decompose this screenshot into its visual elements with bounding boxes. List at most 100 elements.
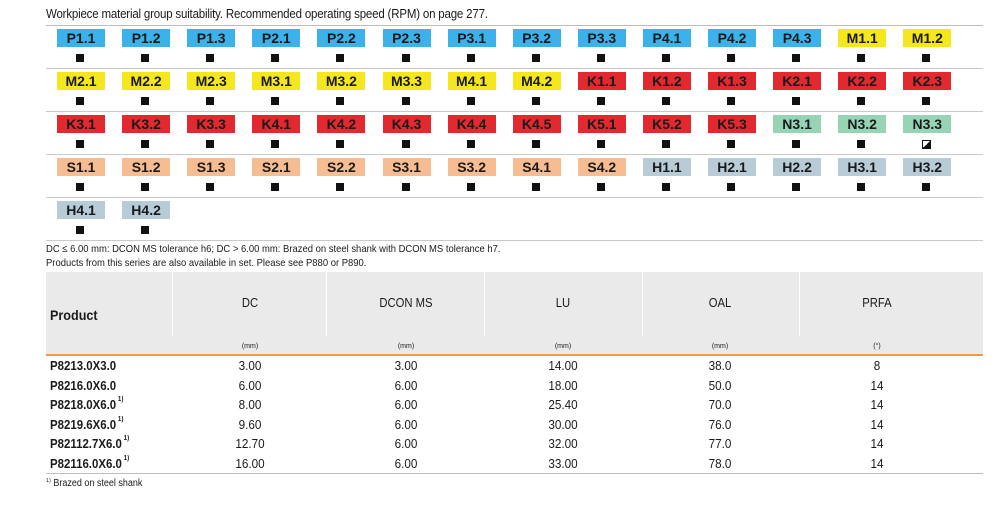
full-suitability-icon xyxy=(596,183,605,191)
full-suitability-icon xyxy=(792,97,801,105)
material-cell: H2.1 xyxy=(697,155,757,196)
value-cell: 6.00 xyxy=(394,377,418,393)
material-row: M2.1 M2.2 M2.3 M3.1 M3.2 M3.3 M4.1 M4.2 K1.1 K1.2… xyxy=(46,69,983,112)
value-cell: 14 xyxy=(870,397,884,412)
material-cell: M2.2 xyxy=(111,69,171,110)
column-separator xyxy=(172,272,173,336)
material-cell: H2.2 xyxy=(762,155,822,196)
full-suitability-icon xyxy=(76,183,84,191)
value-cell: 30.00 xyxy=(548,416,578,432)
full-suitability-icon xyxy=(922,54,931,62)
value-cell: 12.70 xyxy=(235,436,265,451)
value-cell: 6.00 xyxy=(394,416,418,432)
full-suitability-icon xyxy=(141,226,150,234)
column-header: PRFA (°) xyxy=(817,272,937,354)
material-group-badge: P3.2 xyxy=(512,29,561,47)
value-cell: 14 xyxy=(870,416,884,432)
footnote-mark: 1) xyxy=(46,478,51,484)
full-suitability-icon xyxy=(661,54,670,62)
material-cell: K1.2 xyxy=(632,69,692,110)
column-separator xyxy=(799,272,800,336)
material-group-badge: P1.1 xyxy=(57,29,105,47)
full-suitability-icon xyxy=(206,54,215,62)
material-cell: P3.1 xyxy=(437,26,497,67)
full-suitability-icon xyxy=(76,54,84,62)
material-group-badge: H3.2 xyxy=(903,158,952,176)
material-row: P1.1 P1.2 P1.3 P2.1 P2.2 P2.3 P3.1 P3.2 P3.3 P4.1… xyxy=(46,26,983,69)
full-suitability-icon xyxy=(792,183,801,191)
material-group-badge: K3.3 xyxy=(187,115,236,133)
product-code-cell: P8213.0X3.0 xyxy=(50,358,116,373)
column-separator xyxy=(642,272,643,336)
full-suitability-icon xyxy=(792,54,801,62)
material-group-badge: K3.1 xyxy=(57,115,105,133)
table-row: P82112.7X6.0 1) 12.70 6.00 32.00 77.0 14 xyxy=(46,434,983,454)
full-suitability-icon xyxy=(401,97,410,105)
material-row: K3.1 K3.2 K3.3 K4.1 K4.2 K4.3 K4.4 K4.5 K5.1 K5.2… xyxy=(46,112,983,155)
material-group-badge: H2.2 xyxy=(773,158,822,176)
value-cell: 3.00 xyxy=(394,358,418,373)
material-group-badge: P2.1 xyxy=(252,29,301,47)
full-suitability-icon xyxy=(727,140,735,148)
full-suitability-icon xyxy=(857,183,866,191)
material-group-badge: P3.1 xyxy=(447,29,496,47)
product-code-cell: P8216.0X6.0 xyxy=(50,378,116,393)
full-suitability-icon xyxy=(466,97,475,105)
material-cell: P2.1 xyxy=(241,26,301,67)
material-group-badge: K2.2 xyxy=(838,72,887,90)
note-sets: Products from this series are also avail… xyxy=(46,257,367,269)
column-header-unit: (mm) xyxy=(711,343,729,350)
product-code: P8216.0X6.0 xyxy=(50,377,117,393)
material-group-badge: S1.3 xyxy=(187,158,236,176)
value-cell: 32.00 xyxy=(548,436,578,451)
full-suitability-icon xyxy=(336,54,345,62)
table-body: P8213.0X3.0 3.00 3.00 14.00 38.0 8 P8216.0X6.0… xyxy=(46,356,983,474)
material-cell: S3.2 xyxy=(437,155,497,196)
full-suitability-icon xyxy=(922,183,931,191)
column-header-unit: (mm) xyxy=(554,343,572,350)
material-group-badge: P1.3 xyxy=(187,29,236,47)
material-cell: N3.3 xyxy=(892,112,952,153)
full-suitability-icon xyxy=(922,97,931,105)
full-suitability-icon xyxy=(76,226,84,234)
material-group-badge: P3.3 xyxy=(577,29,626,47)
value-cell: 14.00 xyxy=(548,358,578,373)
material-group-badge: M1.1 xyxy=(838,29,887,47)
material-group-badge: K4.2 xyxy=(317,115,366,133)
material-cell: P3.3 xyxy=(567,26,627,67)
value-cell: 14 xyxy=(870,436,884,451)
material-cell: H3.1 xyxy=(827,155,887,196)
material-cell: K2.2 xyxy=(827,69,887,110)
material-group-badge: K4.1 xyxy=(252,115,301,133)
full-suitability-icon xyxy=(76,140,84,148)
full-suitability-icon xyxy=(727,97,735,105)
material-cell: H4.1 xyxy=(46,198,106,239)
material-cell: P1.1 xyxy=(46,26,106,67)
material-group-badge: K4.4 xyxy=(447,115,496,133)
full-suitability-icon xyxy=(401,54,410,62)
column-header: OAL (mm) xyxy=(660,272,780,354)
material-cell: M3.1 xyxy=(241,69,301,110)
material-group-badge: K4.5 xyxy=(512,115,561,133)
column-header: DC (mm) xyxy=(190,272,310,354)
value-cell: 3.00 xyxy=(238,358,262,373)
material-cell: K4.4 xyxy=(437,112,497,153)
value-cell: 8 xyxy=(873,358,881,373)
material-cell: K4.3 xyxy=(372,112,432,153)
material-cell: P4.2 xyxy=(697,26,757,67)
material-cell: K4.5 xyxy=(502,112,562,153)
full-suitability-icon xyxy=(466,54,475,62)
full-suitability-icon xyxy=(531,183,540,191)
product-code: P8213.0X3.0 xyxy=(50,358,117,373)
product-code: P8219.6X6.0 xyxy=(50,416,117,432)
product-column-header: Product xyxy=(50,307,98,323)
material-cell: K5.3 xyxy=(697,112,757,153)
column-separator xyxy=(326,272,327,336)
table-row: P8219.6X6.0 1) 9.60 6.00 30.00 76.0 14 xyxy=(46,415,983,435)
material-group-badge: K5.3 xyxy=(708,115,756,133)
material-row: H4.1 H4.2 xyxy=(46,198,983,241)
full-suitability-icon xyxy=(271,97,280,105)
material-cell: S1.1 xyxy=(46,155,106,196)
material-cell: P4.3 xyxy=(762,26,822,67)
footnote-reference: 1) xyxy=(117,396,124,403)
